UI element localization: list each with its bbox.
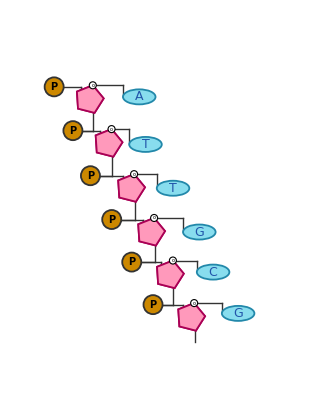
Circle shape [143, 295, 162, 314]
Polygon shape [157, 260, 184, 288]
Ellipse shape [129, 137, 162, 152]
Circle shape [130, 171, 138, 178]
Circle shape [122, 252, 141, 272]
Text: P: P [51, 82, 58, 92]
Text: G: G [233, 307, 243, 320]
Ellipse shape [157, 181, 189, 196]
Ellipse shape [197, 264, 229, 280]
Circle shape [151, 214, 158, 222]
Polygon shape [157, 260, 184, 288]
Circle shape [81, 166, 100, 185]
Text: P: P [69, 126, 77, 136]
Text: o: o [110, 127, 113, 132]
Polygon shape [178, 303, 205, 331]
Polygon shape [118, 174, 145, 202]
Text: P: P [150, 300, 157, 310]
Circle shape [89, 82, 96, 89]
Text: o: o [152, 216, 156, 220]
Polygon shape [77, 85, 104, 113]
Text: G: G [194, 226, 204, 238]
Ellipse shape [183, 224, 216, 240]
Polygon shape [96, 129, 122, 157]
Text: T: T [169, 182, 177, 195]
Polygon shape [96, 129, 122, 157]
Text: C: C [209, 266, 217, 278]
Circle shape [102, 210, 121, 229]
Ellipse shape [123, 89, 156, 104]
Polygon shape [178, 303, 205, 331]
Circle shape [169, 257, 176, 264]
Text: o: o [172, 258, 174, 263]
Polygon shape [77, 85, 104, 113]
Circle shape [108, 126, 115, 133]
Text: o: o [132, 172, 136, 177]
Text: T: T [142, 138, 149, 151]
Polygon shape [138, 218, 165, 246]
Text: P: P [128, 257, 135, 267]
Circle shape [45, 77, 64, 96]
Polygon shape [138, 218, 165, 246]
Text: P: P [108, 214, 115, 224]
Text: A: A [135, 90, 143, 103]
Circle shape [63, 121, 82, 140]
Text: o: o [91, 83, 94, 88]
Text: o: o [193, 300, 196, 306]
Ellipse shape [222, 306, 255, 321]
Text: P: P [87, 171, 94, 181]
Polygon shape [118, 174, 145, 202]
Circle shape [191, 300, 198, 306]
